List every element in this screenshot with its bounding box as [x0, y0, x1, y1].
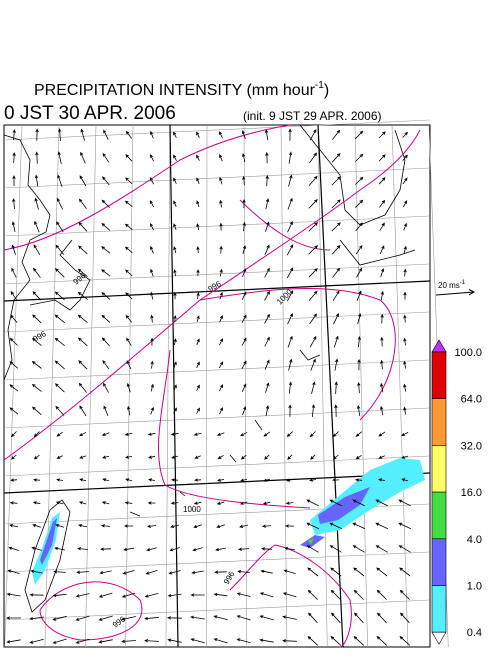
wind-scale-arrow	[435, 289, 476, 296]
colorbar-segment	[431, 585, 447, 633]
colorbar: 100.0 64.0 32.0 16.0 4.0 1.0 0.4	[431, 339, 482, 645]
colorbar-label: 100.0	[454, 347, 482, 359]
colorbar-segment	[431, 445, 447, 493]
colorbar-under	[431, 631, 447, 645]
isobars	[3, 124, 421, 648]
islands	[129, 349, 321, 517]
colorbar-label: 64.0	[461, 394, 482, 406]
isobar	[158, 349, 311, 509]
isobar	[239, 199, 331, 251]
coast	[3, 134, 51, 381]
isobar	[3, 129, 421, 461]
colorbar-over	[431, 339, 447, 353]
precip-moderate	[318, 487, 370, 524]
lon-line	[317, 124, 344, 648]
colorbar-segment	[431, 398, 447, 446]
coast	[29, 239, 91, 311]
wind-scale-label: 20 ms-1	[438, 280, 466, 290]
init-time: (init. 9 JST 29 APR. 2006)	[243, 109, 382, 123]
colorbar-label: 16.0	[461, 487, 482, 499]
colorbar-segment	[431, 538, 447, 586]
colorbar-label: 32.0	[461, 440, 482, 452]
wind-field	[6, 128, 412, 646]
colorbar-label: 0.4	[467, 627, 482, 639]
title-sup: -1	[315, 80, 324, 91]
coast	[339, 239, 416, 266]
valid-time: 0 JST 30 APR. 2006	[4, 103, 176, 124]
title-main: PRECIPITATION INTENSITY (mm hour	[34, 82, 316, 99]
lat-line	[3, 472, 431, 494]
colorbar-segment	[431, 351, 447, 400]
precip-heavy	[308, 538, 314, 544]
coast	[24, 499, 71, 613]
major-grid	[3, 124, 431, 648]
lon-line	[169, 124, 179, 648]
contour-label: 1000	[183, 505, 201, 514]
precip-moderate	[40, 518, 57, 565]
colorbar-label: 1.0	[467, 581, 482, 593]
title-end: )	[324, 82, 329, 99]
coastline	[3, 124, 416, 613]
isobar	[3, 124, 291, 251]
wind-scale-sup: -1	[460, 280, 466, 286]
precip	[32, 458, 425, 585]
isobar	[229, 544, 352, 648]
isobar	[39, 581, 143, 641]
wind-vectors	[6, 128, 412, 646]
wind-scale: 20 ms-1	[435, 280, 476, 296]
map: 996 996 996 1000 1000 996 996	[3, 119, 449, 648]
title: PRECIPITATION INTENSITY (mm hour-1)	[34, 80, 329, 99]
colorbar-segment	[431, 491, 447, 540]
lat-line	[3, 280, 431, 302]
colorbar-label: 4.0	[467, 534, 482, 546]
isobar	[199, 287, 396, 421]
coast	[299, 124, 406, 226]
wind-scale-text: 20 ms	[438, 281, 460, 290]
precip-moderate	[300, 535, 325, 548]
